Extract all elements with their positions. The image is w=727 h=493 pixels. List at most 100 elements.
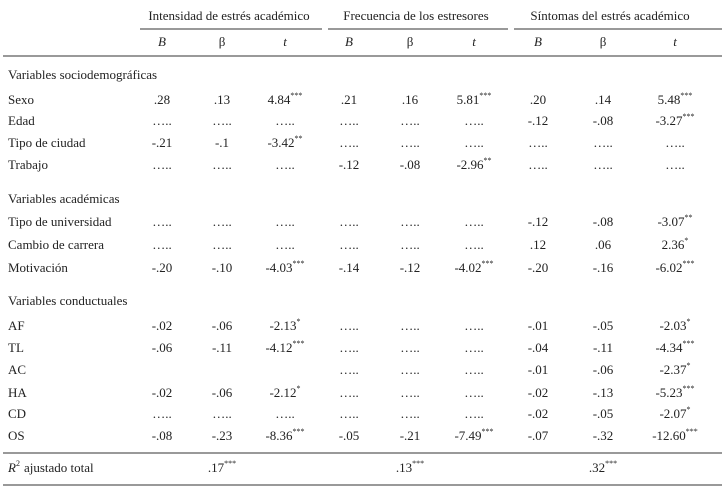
cell: ….. [275,237,295,252]
significance: * [687,361,691,370]
cell: .13 [214,92,230,107]
row-label: Cambio de carrera [8,237,104,252]
cell: ….. [152,237,172,252]
significance: *** [605,459,617,468]
significance: *** [479,91,491,100]
cell: -4.34*** [655,339,694,355]
cell: -.01 [528,362,549,377]
significance: * [687,405,691,414]
cell: 4.84*** [268,91,303,107]
significance: ** [685,213,693,222]
cell: ….. [339,214,359,229]
cell: .20 [530,92,546,107]
cell: -.05 [339,428,360,443]
cell: -4.02*** [454,259,493,275]
cell: .17*** [208,459,236,475]
cell: ….. [339,135,359,150]
significance: *** [290,91,302,100]
significance: * [684,236,688,245]
cell: -.06 [152,340,173,355]
cell: .14 [595,92,612,107]
cell: -.06 [212,318,233,333]
cell-value: -2.13 [269,318,296,333]
cell: -.02 [152,318,173,333]
cell: ….. [339,340,359,355]
cell-value: -6.02 [655,260,682,275]
significance: *** [293,427,305,436]
significance: *** [683,112,695,121]
cell: ….. [464,406,484,421]
cell-value: -8.36 [265,428,293,443]
cell-value: 5.48 [658,92,681,107]
cell: -.08 [400,157,421,172]
cell: -.12 [528,113,549,128]
r-text: ajustado total [24,460,94,475]
significance: *** [686,427,698,436]
cell: ….. [152,113,172,128]
row-label: Motivación [8,260,68,275]
column-header: t [673,34,677,49]
cell: -.06 [593,362,614,377]
cell: ….. [152,406,172,421]
cell: -.12 [400,260,421,275]
significance: ** [484,156,492,165]
cell-value: -3.42 [267,135,294,150]
cell: ….. [339,113,359,128]
cell-value: 2.36 [662,237,685,252]
cell: ….. [400,113,420,128]
cell: -7.49*** [454,427,493,443]
cell: ….. [339,385,359,400]
significance: * [297,384,301,393]
cell: ….. [593,135,613,150]
cell-value: -12.60 [652,428,686,443]
significance: *** [683,339,695,348]
cell: -.08 [152,428,173,443]
cell: ….. [400,385,420,400]
cell: ….. [152,214,172,229]
r-exponent: 2 [16,459,20,468]
cell: ….. [400,362,420,377]
cell: ….. [528,135,548,150]
cell: -.12 [339,157,360,172]
cell: 2.36* [662,236,689,252]
cell: .13*** [396,459,424,475]
significance: *** [680,91,692,100]
cell: -.32 [593,428,614,443]
cell: -2.12* [269,384,300,400]
cell: -.12 [528,214,549,229]
cell-value: -4.03 [265,260,292,275]
cell: .12 [530,237,546,252]
cell: ….. [464,340,484,355]
significance: *** [293,339,305,348]
cell-value: -2.07 [659,406,687,421]
column-header: β [407,34,414,49]
cell-value: .17 [208,460,225,475]
cell-value: .32 [589,460,605,475]
cell: ….. [464,385,484,400]
column-header: β [219,34,226,49]
cell: -.13 [593,385,614,400]
cell: -2.37* [659,361,690,377]
row-label: OS [8,428,25,443]
cell-value: -3.07 [657,214,685,229]
cell: -12.60*** [652,427,698,443]
cell: ….. [464,135,484,150]
cell: .28 [154,92,170,107]
column-header: t [283,34,287,49]
significance: *** [482,259,494,268]
cell: ….. [400,237,420,252]
cell-value: -7.49 [454,428,481,443]
cell: 5.48*** [658,91,693,107]
cell: .21 [341,92,357,107]
cell-value: -2.96 [456,157,484,172]
cell: -3.07** [657,213,692,229]
cell-value: 5.81 [457,92,480,107]
cell: -.02 [152,385,173,400]
row-label: Sexo [8,92,34,107]
row-label: Tipo de universidad [8,214,112,229]
cell: ….. [665,157,685,172]
column-header: B [534,34,542,49]
significance: * [297,317,301,326]
cell: ….. [339,362,359,377]
